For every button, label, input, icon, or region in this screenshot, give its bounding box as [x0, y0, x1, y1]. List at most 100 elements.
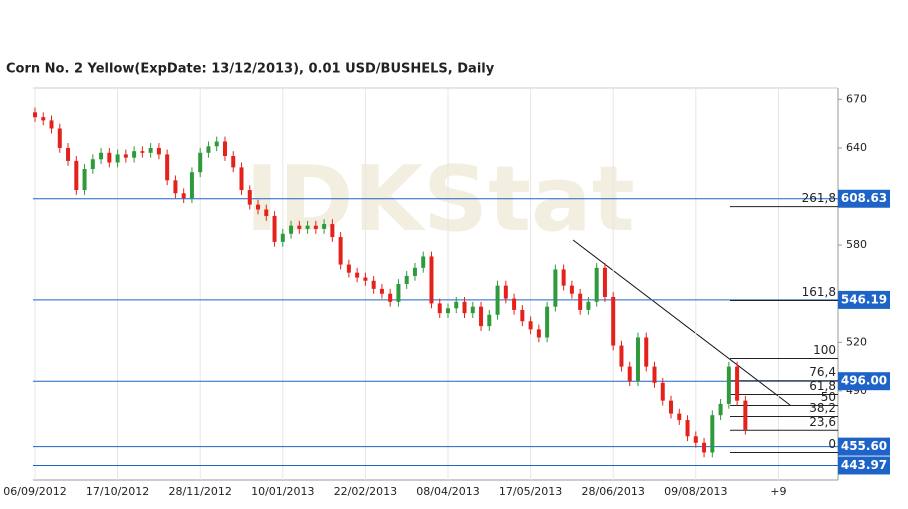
price-label: 496.00: [841, 374, 887, 388]
x-tick-label: 22/02/2013: [334, 485, 397, 498]
candle-body: [264, 209, 269, 216]
candle-body: [470, 306, 475, 314]
fib-label: 76,4: [809, 365, 836, 379]
candle-body: [495, 285, 500, 315]
candle-body: [586, 301, 591, 310]
candle-body: [338, 237, 343, 265]
candle-body: [685, 420, 690, 437]
x-tick-label: 28/06/2013: [581, 485, 644, 498]
candle-body: [214, 141, 219, 147]
candle-body: [231, 156, 236, 168]
candle-body: [404, 275, 409, 284]
x-tick-label: 10/01/2013: [251, 485, 314, 498]
chart-title: Corn No. 2 Yellow(ExpDate: 13/12/2013), …: [6, 62, 495, 77]
candle-body: [702, 442, 707, 453]
x-tick-label: 17/05/2013: [499, 485, 562, 498]
candle-body: [669, 400, 674, 414]
candle-body: [627, 366, 632, 382]
candle-body: [553, 269, 558, 307]
x-tick-label: +9: [770, 485, 786, 498]
candle-body: [198, 152, 203, 173]
y-tick-label: 640: [846, 141, 867, 154]
candle-body: [536, 329, 541, 338]
fib-label: 161,8: [802, 285, 836, 299]
candle-body: [462, 301, 467, 314]
candle-body: [561, 269, 566, 286]
candle-body: [313, 225, 318, 229]
candle-body: [743, 400, 748, 430]
fib-label: 50: [821, 390, 836, 404]
fib-label: 100: [813, 343, 836, 357]
price-label-box: [838, 456, 890, 475]
candle-body: [289, 225, 294, 234]
price-label: 455.60: [841, 439, 887, 453]
candle-body: [718, 403, 723, 416]
candle-body: [446, 308, 450, 314]
x-tick-label: 17/10/2012: [86, 485, 149, 498]
candle-body: [355, 272, 360, 278]
trend-line: [572, 239, 791, 406]
candle-body: [479, 306, 484, 327]
x-tick-label: 08/04/2013: [416, 485, 479, 498]
candle-body: [90, 159, 95, 169]
fib-label: 23,6: [809, 415, 836, 429]
candle-body: [156, 147, 161, 155]
candle-body: [454, 301, 459, 309]
y-tick-label: 520: [846, 335, 867, 348]
price-label-box: [838, 437, 890, 456]
candle-body: [363, 277, 368, 281]
candle-body: [206, 146, 211, 153]
candle-body: [726, 366, 731, 404]
candle-body: [82, 168, 87, 191]
candle-body: [396, 284, 401, 302]
candle-body: [412, 267, 417, 276]
candle-body: [611, 296, 616, 346]
y-tick-label: 580: [846, 238, 867, 251]
candle-body: [148, 147, 153, 153]
candle-body: [578, 293, 583, 310]
candle-body: [49, 120, 54, 129]
candle-body: [569, 285, 574, 294]
candle-body: [189, 172, 194, 199]
candle-body: [346, 264, 351, 273]
price-label: 546.19: [841, 292, 887, 306]
candle-body: [735, 366, 740, 401]
candle-body: [545, 306, 550, 338]
candle-body: [280, 233, 285, 242]
candle-body: [181, 193, 186, 199]
candle-body: [528, 321, 533, 330]
candle-body: [602, 267, 607, 297]
candle-body: [487, 314, 492, 327]
candle-body: [330, 224, 335, 238]
candle-body: [239, 167, 244, 191]
fib-label: 61,8: [809, 379, 836, 393]
candle-body: [41, 117, 46, 121]
candle-body: [33, 112, 37, 118]
candle-body: [693, 436, 698, 443]
candle-body: [140, 151, 145, 153]
candle-body: [644, 337, 649, 367]
candle-body: [115, 154, 120, 163]
candle-body: [660, 382, 665, 401]
candle-body: [379, 288, 384, 294]
candle-body: [371, 280, 376, 289]
price-label-box: [838, 372, 890, 391]
x-tick-label: 09/08/2013: [664, 485, 727, 498]
candle-body: [520, 309, 525, 322]
candle-body: [107, 152, 112, 163]
candle-body: [66, 147, 71, 161]
candle-body: [635, 337, 640, 382]
x-tick-label: 06/09/2012: [3, 485, 66, 498]
candle-body: [247, 190, 252, 205]
candle-body: [74, 160, 79, 191]
candle-body: [512, 298, 517, 310]
candle-body: [99, 152, 104, 160]
candle-body: [173, 180, 178, 194]
candle-body: [322, 224, 327, 229]
candle-body: [256, 204, 261, 210]
y-tick-label: 670: [846, 92, 867, 105]
watermark: IDKStat: [245, 147, 635, 252]
x-tick-label: 28/11/2012: [168, 485, 231, 498]
fib-label: 261,8: [802, 191, 836, 205]
